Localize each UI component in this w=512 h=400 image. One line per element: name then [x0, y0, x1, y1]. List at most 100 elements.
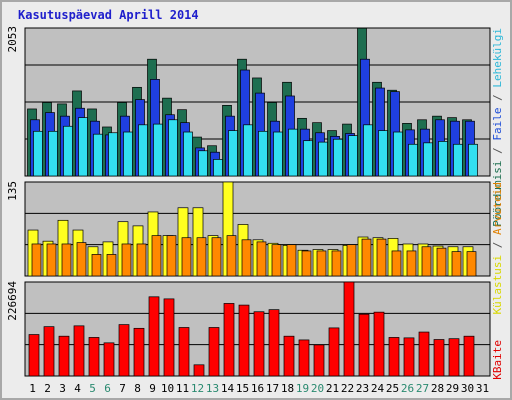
bar-kbytes-29: [448, 338, 460, 377]
bar-pages-24: [378, 130, 388, 177]
bar-sites-5: [91, 254, 102, 277]
bar-pages-21: [333, 138, 343, 177]
bar-pages-29: [453, 143, 463, 177]
bar-kbytes-8: [133, 327, 145, 377]
x-tick-label: 12: [190, 382, 205, 395]
bar-sites-11: [181, 237, 192, 277]
bar-sites-14: [226, 235, 237, 277]
bar-pages-5: [93, 133, 103, 177]
bar-sites-4: [76, 242, 87, 277]
bar-sites-20: [316, 250, 327, 277]
bar-pages-25: [393, 131, 403, 177]
x-tick-label: 2: [44, 382, 51, 395]
bar-sites-27: [421, 246, 432, 277]
bar-kbytes-11: [178, 327, 190, 377]
legend-entry: Faile: [491, 107, 504, 141]
bar-sites-13: [211, 237, 222, 277]
x-tick-label: 7: [119, 382, 126, 395]
bar-sites-19: [301, 250, 312, 277]
x-tick-label: 5: [89, 382, 96, 395]
x-tick-label: 13: [205, 382, 220, 395]
chart-title: Kasutuspäevad Aprill 2014: [18, 8, 199, 22]
x-tick-label: 20: [310, 382, 325, 395]
x-tick-label: 18: [280, 382, 295, 395]
bar-sites-28: [436, 247, 447, 277]
bar-kbytes-25: [388, 337, 400, 377]
top-max-label: 2053: [6, 26, 19, 53]
legend-middle: Külastusi / Arvuteid: [491, 182, 504, 315]
x-tick-label: 14: [220, 382, 235, 395]
bar-kbytes-30: [463, 335, 475, 377]
bar-pages-13: [213, 159, 223, 177]
bar-sites-21: [331, 250, 342, 277]
bar-pages-16: [258, 130, 268, 177]
bar-pages-7: [123, 131, 133, 177]
bar-kbytes-26: [403, 337, 415, 377]
legend-separator: /: [491, 140, 504, 161]
bar-pages-1: [33, 130, 43, 177]
bar-kbytes-2: [43, 326, 55, 377]
bar-pages-11: [183, 131, 193, 177]
legend-bottom: KBaite: [491, 340, 504, 380]
bar-kbytes-3: [58, 335, 70, 377]
x-tick-label: 3: [59, 382, 66, 395]
bar-sites-6: [106, 254, 117, 277]
bar-pages-19: [303, 140, 313, 177]
bar-pages-6: [108, 132, 118, 177]
bar-sites-29: [451, 251, 462, 277]
bar-sites-12: [196, 237, 207, 277]
x-tick-label: 8: [134, 382, 141, 395]
x-tick-label: 27: [415, 382, 430, 395]
legend-entry: Lehekülgi: [491, 28, 504, 88]
x-tick-label: 26: [400, 382, 415, 395]
x-tick-label: 28: [430, 382, 445, 395]
x-tick-label: 23: [355, 382, 370, 395]
x-tick-label: 17: [265, 382, 280, 395]
bottom-max-label: 226694: [6, 281, 19, 321]
bar-pages-27: [423, 142, 433, 177]
bar-kbytes-19: [298, 339, 310, 377]
bar-kbytes-22: [343, 281, 355, 377]
middle-max-label: 135: [6, 181, 19, 201]
legend-separator: /: [491, 234, 504, 255]
bar-kbytes-13: [208, 327, 220, 377]
bar-kbytes-9: [148, 296, 160, 377]
x-tick-label: 10: [160, 382, 175, 395]
legend-separator: /: [491, 87, 504, 108]
bar-pages-18: [288, 128, 298, 177]
x-tick-label: 9: [149, 382, 156, 395]
bar-pages-20: [318, 141, 328, 177]
legend-entry: Külastusi: [491, 254, 504, 315]
x-tick-label: 30: [460, 382, 475, 395]
legend-entry: KBaite: [491, 340, 504, 380]
bar-sites-26: [406, 250, 417, 277]
x-tick-label: 16: [250, 382, 265, 395]
bar-sites-9: [151, 235, 162, 277]
bar-pages-10: [168, 119, 178, 177]
legend-entry: Arvuteid: [491, 182, 504, 235]
bar-sites-15: [241, 239, 252, 277]
bar-kbytes-7: [118, 324, 130, 377]
bar-sites-2: [46, 243, 57, 277]
bar-kbytes-12: [193, 364, 205, 377]
bar-pages-12: [198, 150, 208, 177]
x-tick-label: 24: [370, 382, 385, 395]
bar-kbytes-17: [268, 309, 280, 377]
x-tick-label: 11: [175, 382, 190, 395]
bar-kbytes-5: [88, 337, 100, 377]
x-tick-label: 31: [475, 382, 490, 395]
bar-kbytes-6: [103, 342, 115, 377]
bar-pages-22: [348, 135, 358, 177]
bar-sites-8: [136, 243, 147, 277]
x-tick-label: 6: [104, 382, 111, 395]
bar-sites-17: [271, 244, 282, 277]
bar-kbytes-21: [328, 327, 340, 377]
bar-pages-2: [48, 130, 58, 177]
x-tick-label: 19: [295, 382, 310, 395]
bar-kbytes-4: [73, 325, 85, 377]
bar-sites-22: [346, 244, 357, 277]
bar-sites-23: [361, 238, 372, 277]
bar-sites-18: [286, 244, 297, 277]
bar-sites-16: [256, 241, 267, 277]
